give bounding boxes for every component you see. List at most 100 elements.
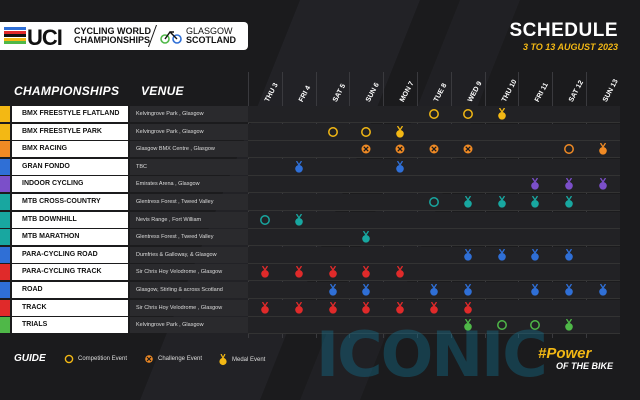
medal-event-icon xyxy=(328,301,337,314)
medal-icon xyxy=(219,354,227,366)
medal-event-icon xyxy=(362,284,371,296)
medal-event-icon xyxy=(396,160,404,173)
event-name: TRIALS xyxy=(12,317,128,334)
event-name: TRACK xyxy=(12,299,128,316)
competition-event-icon xyxy=(361,126,372,137)
event-row: PARA-CYCLING ROAD Dumfries & Galloway, & … xyxy=(0,246,620,264)
medal-event-icon xyxy=(396,125,404,138)
event-row: GRAN FONDO TBC xyxy=(0,158,620,176)
competition-event-icon xyxy=(428,109,439,119)
event-venue: Glentress Forest , Tweed Valley xyxy=(130,229,248,246)
event-day-cells xyxy=(248,194,620,211)
header: UCI CYCLING WORLD CHAMPIONSHIPS GLASGOW … xyxy=(0,0,640,60)
medal-event-icon xyxy=(362,301,371,314)
competition-event-icon xyxy=(462,109,473,119)
medal-event-icon xyxy=(396,266,404,278)
event-color-tag xyxy=(0,194,10,210)
competition-event-icon xyxy=(496,320,507,331)
medal-event-icon xyxy=(430,284,438,296)
competition-event-icon xyxy=(564,144,575,155)
challenge-icon xyxy=(145,355,153,363)
championships-heading: CHAMPIONSHIPS xyxy=(14,84,120,98)
competition-event-icon xyxy=(530,320,541,331)
event-row: TRACK Sir Chris Hoy Velodrome , Glasgow xyxy=(0,299,620,317)
event-name: ROAD xyxy=(12,282,128,298)
event-name: PARA-CYCLING ROAD xyxy=(12,246,128,263)
medal-event-icon xyxy=(531,178,540,190)
challenge-event-icon xyxy=(361,144,371,154)
event-color-tag xyxy=(0,123,10,140)
medal-event-icon xyxy=(463,248,472,261)
medal-event-icon xyxy=(261,301,269,314)
event-name: MTB CROSS-COUNTRY xyxy=(12,194,128,210)
event-color-tag xyxy=(0,282,10,298)
day-header: SUN 6 xyxy=(365,81,382,104)
medal-event-icon xyxy=(497,108,506,120)
event-venue: Kelvingrove Park , Glasgow xyxy=(130,106,248,122)
event-day-cells xyxy=(248,317,620,335)
day-header: THU 3 xyxy=(264,82,280,104)
legend-competition: Competition Event xyxy=(64,354,127,364)
medal-event-icon xyxy=(531,196,540,208)
day-header: SAT 12 xyxy=(568,79,586,104)
medal-event-icon xyxy=(261,266,269,278)
event-name: BMX RACING xyxy=(12,141,128,158)
medal-event-icon xyxy=(328,284,337,296)
event-color-tag xyxy=(0,158,10,175)
day-header: WED 9 xyxy=(466,80,484,104)
event-day-cells xyxy=(248,299,620,317)
medal-event-icon xyxy=(362,266,371,278)
schedule-title: SCHEDULE xyxy=(509,20,618,41)
glasgow-scotland-text: GLASGOW SCOTLAND xyxy=(186,26,236,45)
event-day-cells xyxy=(248,246,620,264)
medal-event-icon xyxy=(565,178,573,190)
day-header: SAT 5 xyxy=(331,82,347,104)
medal-event-icon xyxy=(294,160,303,173)
event-venue: Glasgow BMX Centre , Glasgow xyxy=(130,141,248,158)
guide-title: GUIDE xyxy=(14,353,46,364)
event-name: MTB MARATHON xyxy=(12,229,128,246)
event-day-cells xyxy=(248,141,620,159)
day-header: THU 10 xyxy=(500,78,519,104)
event-name: GRAN FONDO xyxy=(12,158,128,175)
legend-medal: Medal Event xyxy=(218,354,265,366)
event-name: PARA-CYCLING TRACK xyxy=(12,264,128,281)
legend-challenge: Challenge Event xyxy=(144,354,202,364)
event-row: BMX FREESTYLE PARK Kelvingrove Park , Gla… xyxy=(0,123,620,141)
day-header: SUN 13 xyxy=(602,78,620,104)
medal-event-icon xyxy=(565,284,573,296)
event-color-tag xyxy=(0,176,10,193)
competition-event-icon xyxy=(428,197,439,207)
venue-heading: VENUE xyxy=(141,84,184,98)
event-row: BMX RACING Glasgow BMX Centre , Glasgow xyxy=(0,141,620,159)
event-venue: Sir Chris Hoy Velodrome , Glasgow xyxy=(130,264,248,281)
medal-event-icon xyxy=(531,248,540,261)
event-venue: Kelvingrove Park , Glasgow xyxy=(130,123,248,140)
event-day-cells xyxy=(248,158,620,176)
medal-event-icon xyxy=(599,143,607,155)
medal-event-icon xyxy=(362,231,371,243)
challenge-event-icon xyxy=(429,144,439,154)
medal-event-icon xyxy=(599,284,607,296)
event-venue: Emirates Arena , Glasgow xyxy=(130,176,248,193)
challenge-event-icon xyxy=(463,144,473,154)
medal-event-icon xyxy=(294,301,303,314)
event-day-cells xyxy=(248,282,620,299)
medal-event-icon xyxy=(497,196,506,208)
event-row: TRIALS Kelvingrove Park , Glasgow xyxy=(0,317,620,335)
medal-event-icon xyxy=(430,301,438,314)
medal-event-icon xyxy=(565,319,573,331)
medal-event-icon xyxy=(396,301,404,314)
medal-event-icon xyxy=(463,301,472,314)
medal-event-icon xyxy=(565,248,573,261)
event-day-cells xyxy=(248,123,620,141)
day-header: MON 7 xyxy=(399,80,416,104)
event-name: INDOOR CYCLING xyxy=(12,176,128,193)
event-color-tag xyxy=(0,106,10,122)
uci-logo-banner: UCI CYCLING WORLD CHAMPIONSHIPS GLASGOW … xyxy=(0,22,248,50)
event-day-cells xyxy=(248,264,620,282)
medal-event-icon xyxy=(463,284,472,296)
challenge-event-icon xyxy=(395,144,405,154)
medal-event-icon xyxy=(497,248,506,261)
uci-rainbow-icon xyxy=(4,27,26,45)
